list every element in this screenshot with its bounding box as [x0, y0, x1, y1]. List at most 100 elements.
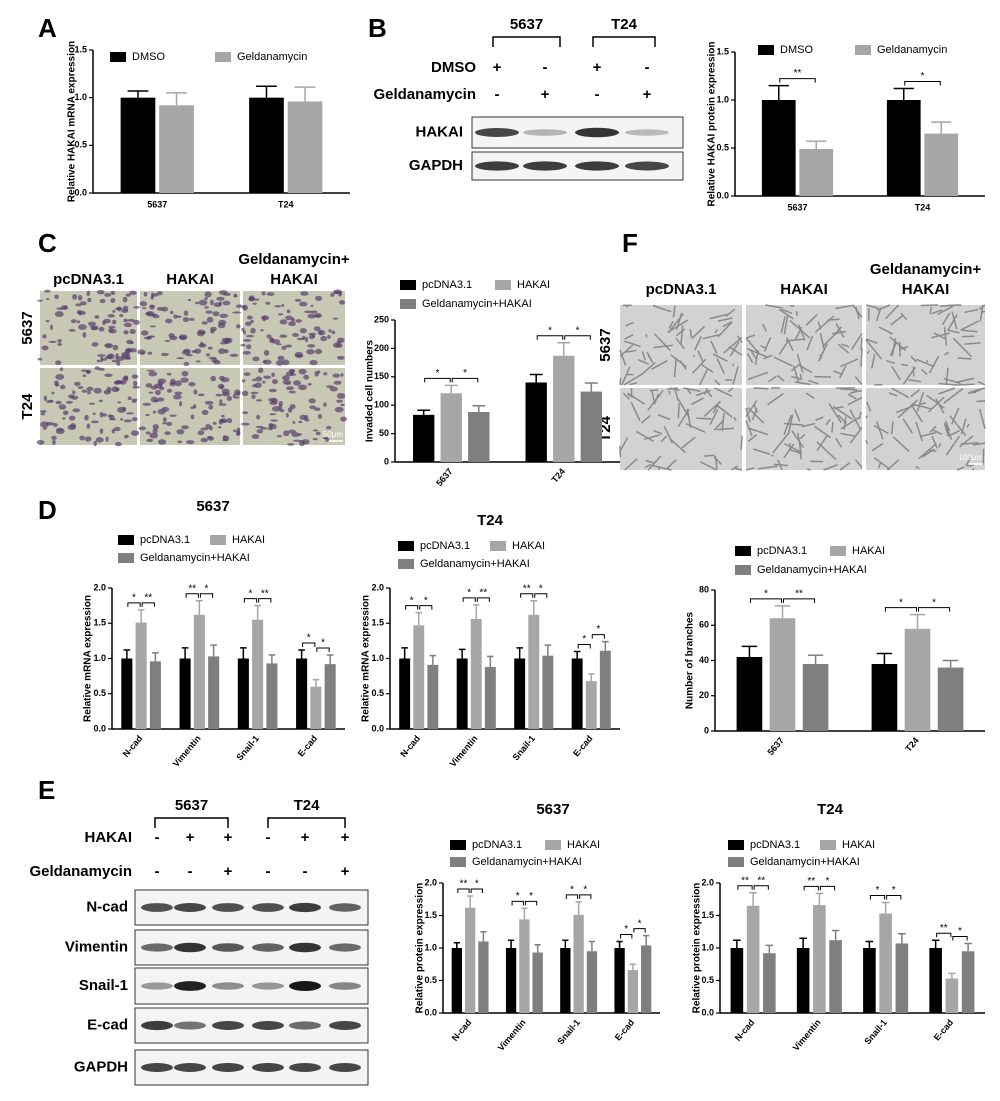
error-bar [298, 649, 305, 659]
significance-label: ** [741, 875, 749, 886]
tube [625, 321, 634, 327]
y-tick-label: 0.5 [716, 142, 729, 152]
cell [274, 305, 282, 308]
lane-mark: - [266, 829, 271, 846]
cell [268, 397, 277, 402]
tube [967, 390, 976, 395]
bar [120, 97, 156, 193]
tube [668, 320, 674, 329]
tube [772, 433, 789, 454]
cell [222, 435, 227, 439]
tube [951, 407, 960, 425]
significance-bracket [470, 888, 483, 893]
tube [819, 333, 826, 351]
cell [255, 376, 263, 382]
tube [978, 409, 986, 429]
cell [303, 374, 310, 380]
bar [296, 658, 308, 729]
cell [43, 395, 48, 402]
cell [252, 356, 260, 362]
cell [307, 383, 312, 386]
tube [910, 355, 918, 363]
cell [304, 310, 313, 314]
cell [251, 394, 256, 400]
legend-swatch [210, 535, 226, 545]
error-bar [152, 652, 159, 662]
lane-mark: - [266, 863, 271, 880]
error-bar [931, 939, 940, 948]
tube [976, 399, 986, 403]
y-tick-label: 0.0 [424, 1007, 437, 1017]
blot-band [252, 1021, 284, 1030]
tube [915, 465, 920, 470]
cell [59, 367, 64, 371]
tube [619, 349, 627, 366]
tube [777, 374, 785, 382]
tube [640, 361, 656, 376]
bar [586, 951, 598, 1013]
tube [761, 323, 767, 332]
blot-band [212, 1063, 244, 1072]
error-bar [584, 382, 598, 392]
bar [886, 100, 921, 196]
tube [912, 406, 923, 423]
legend-swatch [398, 559, 414, 569]
tube [689, 329, 693, 338]
cell [266, 292, 275, 296]
tube [865, 415, 869, 419]
error-bar [312, 678, 320, 687]
error-bar [876, 652, 893, 665]
tube [675, 328, 686, 337]
cell [108, 325, 116, 329]
cell [79, 435, 86, 441]
bar [135, 622, 147, 729]
cell [266, 334, 272, 339]
cell [242, 304, 248, 311]
tube [794, 326, 803, 341]
tube [788, 448, 802, 455]
error-bar [881, 901, 890, 914]
cell [340, 373, 344, 377]
bar [585, 681, 597, 729]
cell [72, 294, 78, 300]
significance-bracket [451, 377, 479, 383]
tube [908, 379, 922, 383]
cell [312, 429, 319, 432]
tube [783, 442, 803, 454]
cell [112, 309, 116, 313]
significance-label: ** [940, 923, 948, 934]
significance-bracket [405, 605, 419, 610]
significance-label: * [576, 325, 580, 336]
cell [87, 297, 92, 303]
bar [761, 100, 796, 196]
tube [763, 336, 772, 352]
cell [123, 318, 128, 323]
cell [89, 325, 99, 328]
cell [95, 437, 104, 443]
cell [221, 388, 230, 395]
legend-swatch [450, 840, 466, 850]
tube [807, 468, 811, 471]
tube [918, 443, 937, 460]
bar [871, 664, 898, 731]
cell [104, 293, 112, 297]
tube [821, 330, 840, 348]
tube [695, 389, 711, 397]
tube [801, 422, 816, 428]
cell [290, 373, 297, 376]
cell [99, 411, 104, 418]
cell [125, 412, 135, 415]
cell [68, 394, 75, 399]
scale-bar: 100μm [958, 453, 983, 462]
cell [183, 310, 189, 316]
blot-band [575, 127, 619, 138]
bar [149, 661, 161, 729]
error-bar [557, 341, 571, 356]
significance-label: * [764, 589, 768, 600]
blot-band [575, 161, 619, 171]
cell [207, 346, 213, 350]
tube [955, 383, 975, 386]
cell [201, 409, 209, 415]
cell [210, 326, 217, 332]
error-bar [588, 940, 596, 952]
